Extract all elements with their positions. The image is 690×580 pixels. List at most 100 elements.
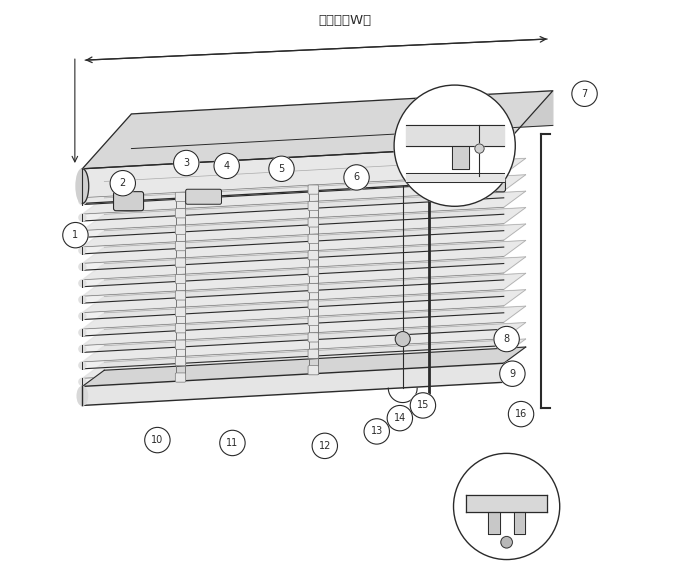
Polygon shape (488, 512, 500, 534)
FancyBboxPatch shape (308, 251, 319, 260)
Circle shape (63, 223, 88, 248)
FancyBboxPatch shape (308, 300, 319, 309)
FancyBboxPatch shape (308, 349, 319, 358)
FancyBboxPatch shape (186, 189, 221, 204)
Text: 2: 2 (119, 178, 126, 188)
Ellipse shape (79, 313, 86, 320)
Text: 4: 4 (224, 161, 230, 171)
Text: 15: 15 (417, 400, 429, 411)
FancyBboxPatch shape (175, 274, 186, 284)
FancyBboxPatch shape (175, 324, 186, 333)
Polygon shape (82, 91, 553, 169)
FancyBboxPatch shape (175, 291, 186, 300)
Circle shape (312, 433, 337, 459)
FancyBboxPatch shape (175, 340, 186, 349)
FancyBboxPatch shape (175, 192, 186, 201)
Text: 14: 14 (394, 413, 406, 423)
FancyBboxPatch shape (175, 307, 186, 317)
Polygon shape (82, 289, 504, 320)
Circle shape (269, 156, 294, 182)
FancyBboxPatch shape (308, 284, 319, 293)
Polygon shape (82, 339, 504, 369)
Polygon shape (513, 512, 525, 534)
Text: 13: 13 (371, 426, 383, 436)
Text: 6: 6 (353, 172, 359, 183)
Text: 11: 11 (226, 438, 239, 448)
Ellipse shape (79, 247, 86, 254)
Polygon shape (82, 289, 526, 329)
Polygon shape (82, 175, 526, 214)
Polygon shape (82, 158, 526, 198)
Polygon shape (82, 322, 504, 353)
Text: 40: 40 (513, 475, 526, 485)
Polygon shape (82, 306, 504, 336)
Polygon shape (82, 256, 504, 287)
Circle shape (387, 405, 413, 431)
FancyBboxPatch shape (308, 267, 319, 276)
Polygon shape (406, 173, 504, 182)
Circle shape (214, 153, 239, 179)
Text: 7: 7 (582, 89, 588, 99)
Polygon shape (82, 241, 526, 280)
Circle shape (500, 361, 525, 386)
FancyBboxPatch shape (175, 258, 186, 267)
Ellipse shape (79, 230, 86, 237)
Polygon shape (82, 273, 504, 303)
FancyBboxPatch shape (175, 357, 186, 366)
Polygon shape (82, 224, 526, 263)
Ellipse shape (79, 329, 86, 336)
FancyBboxPatch shape (308, 316, 319, 325)
Circle shape (394, 85, 515, 206)
Ellipse shape (79, 362, 86, 369)
FancyBboxPatch shape (308, 185, 319, 194)
Circle shape (572, 81, 598, 107)
Polygon shape (82, 306, 526, 346)
Polygon shape (82, 224, 504, 254)
FancyBboxPatch shape (175, 225, 186, 234)
Circle shape (364, 419, 389, 444)
Circle shape (494, 327, 520, 351)
Text: 10: 10 (151, 435, 164, 445)
Text: 3: 3 (184, 158, 189, 168)
Ellipse shape (79, 263, 86, 270)
Circle shape (422, 183, 435, 197)
Text: 16: 16 (515, 409, 527, 419)
Polygon shape (131, 91, 553, 148)
Circle shape (145, 427, 170, 453)
Polygon shape (82, 339, 526, 378)
Ellipse shape (76, 169, 89, 204)
Polygon shape (82, 273, 526, 313)
FancyBboxPatch shape (175, 209, 186, 218)
Circle shape (453, 454, 560, 560)
Circle shape (411, 393, 435, 418)
FancyBboxPatch shape (308, 333, 319, 342)
Polygon shape (82, 355, 504, 385)
Ellipse shape (79, 296, 86, 303)
Ellipse shape (79, 198, 86, 205)
Ellipse shape (79, 378, 86, 385)
Text: 製品幅（W）: 製品幅（W） (319, 14, 371, 27)
FancyBboxPatch shape (114, 191, 144, 211)
Ellipse shape (79, 280, 86, 287)
Polygon shape (406, 125, 504, 146)
FancyBboxPatch shape (308, 234, 319, 244)
Polygon shape (82, 175, 504, 205)
Polygon shape (82, 191, 504, 221)
FancyBboxPatch shape (308, 201, 319, 211)
Circle shape (475, 144, 484, 153)
Circle shape (501, 536, 513, 548)
FancyBboxPatch shape (308, 365, 319, 375)
Ellipse shape (79, 346, 86, 353)
Polygon shape (82, 347, 526, 386)
FancyBboxPatch shape (175, 373, 186, 382)
Circle shape (174, 150, 199, 176)
Circle shape (395, 332, 411, 347)
Circle shape (344, 165, 369, 190)
FancyBboxPatch shape (479, 170, 506, 192)
Text: 8: 8 (504, 334, 510, 344)
Ellipse shape (77, 386, 88, 405)
Circle shape (110, 171, 135, 196)
Polygon shape (82, 208, 526, 247)
Circle shape (219, 430, 245, 456)
FancyBboxPatch shape (175, 241, 186, 251)
